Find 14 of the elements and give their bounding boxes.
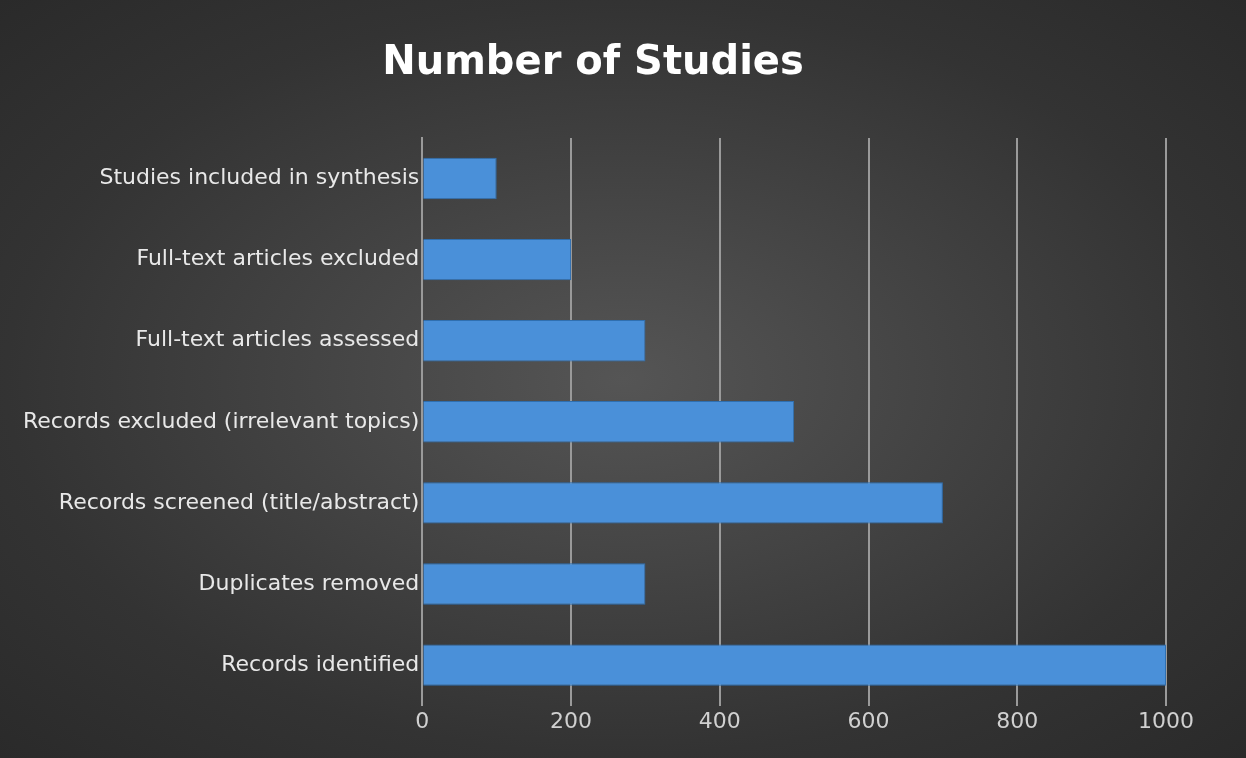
x-tick-label: 1000	[1138, 707, 1194, 733]
x-tick-label: 0	[415, 707, 430, 733]
y-tick-label: Duplicates removed	[198, 569, 420, 595]
y-tick-label: Full-text articles assessed	[135, 326, 420, 352]
y-tick-label: Records excluded (irrelevant topics)	[22, 407, 420, 433]
x-tick-label: 800	[996, 707, 1039, 733]
y-tick-label: Records screened (title/abstract)	[58, 488, 420, 514]
y-tick-label: Studies included in synthesis	[99, 164, 420, 190]
x-tick-label: 600	[847, 707, 890, 733]
y-tick-label: Records identified	[221, 650, 420, 676]
x-tick-label: 200	[550, 707, 593, 733]
x-tick-label: 400	[698, 707, 741, 733]
chart-title: Number of Studies	[382, 37, 804, 84]
y-tick-label: Full-text articles excluded	[136, 245, 420, 271]
